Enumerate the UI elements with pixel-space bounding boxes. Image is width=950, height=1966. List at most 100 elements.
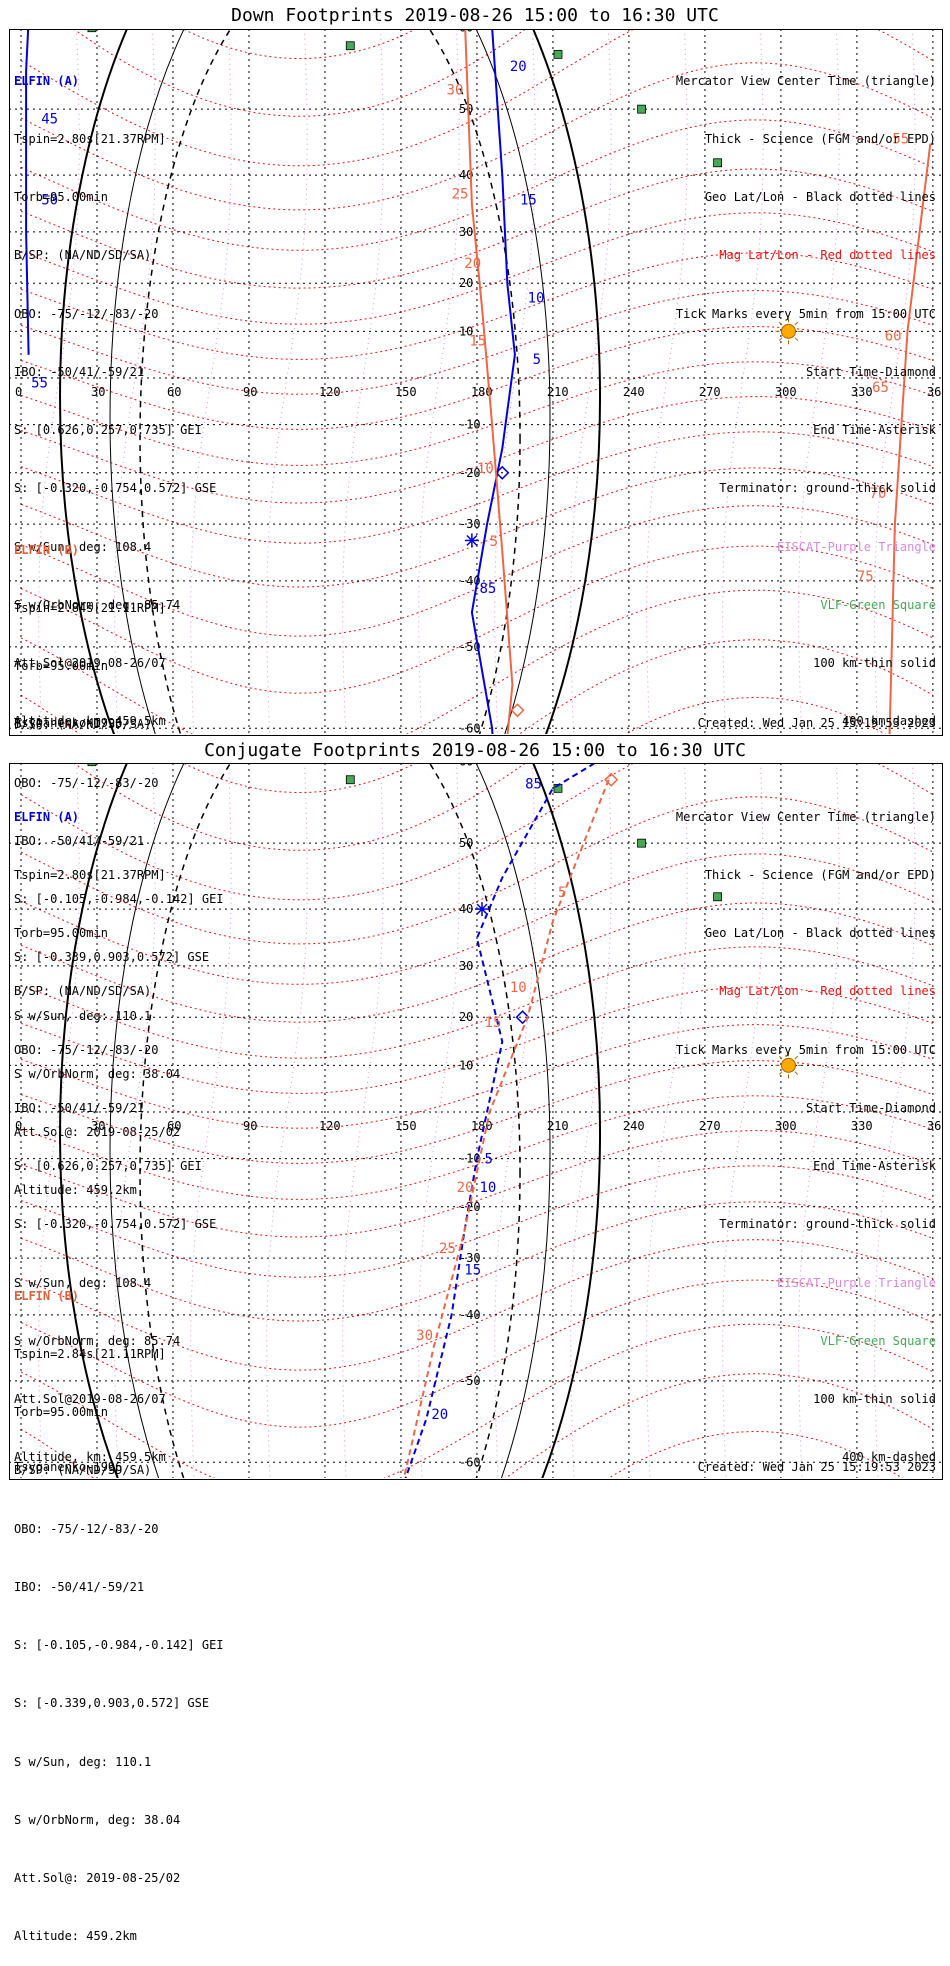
elfin-a-line: Altitude, km: 459.5km (14, 714, 166, 729)
elfin-a-tick-label: 85 (479, 581, 496, 597)
lon-tick-label: 300 (775, 1119, 797, 1133)
lon-tick-label: 180 (471, 385, 493, 399)
lon-tick-label: 60 (167, 1119, 181, 1133)
elfin-b-tick-label: 5 (490, 534, 498, 550)
elfin-a-tick-label: 20 (431, 1407, 448, 1423)
elfin-a-line: OBO: -75/-12/-83/-20 (14, 306, 159, 321)
elfin-b-line: S: [-0.105,-0.984,-0.142] GEI (14, 892, 224, 907)
lon-tick-label: 270 (699, 1119, 721, 1133)
elfin-b-header: ELFIN (B) (14, 542, 80, 557)
lat-tick-label: -50 (459, 1374, 481, 1388)
elfin-a-tick-label: 10 (528, 291, 545, 307)
mag-lat-line (20, 396, 934, 504)
legend-item: Start Time-Diamond (805, 364, 936, 379)
vlf-station-marker (87, 763, 97, 767)
elfin-a-tick-label: 5 (485, 1151, 493, 1167)
elfin-b-header: ELFIN (B) (14, 1288, 80, 1303)
elfin-a-line: S: [0.626,0.257,0.735] GEI (14, 1159, 202, 1174)
elfin-b-tick-label: 20 (464, 256, 481, 272)
legend: Mercator View Center Time (triangle) Thi… (676, 33, 936, 751)
legend: Mercator View Center Time (triangle) Thi… (676, 769, 936, 1487)
lat-tick-label: -50 (459, 640, 481, 654)
lat-tick-label: -30 (459, 1251, 481, 1265)
lon-tick-label: 150 (395, 1119, 417, 1133)
mag-lat-line (72, 29, 527, 117)
mag-lon-line (646, 29, 688, 734)
elfin-a-tick-label: 5 (533, 352, 541, 368)
elfin-b-tick-label: 15 (469, 333, 486, 349)
elfin-a-line: B/SP: (NA/ND/SD/SA) (14, 248, 152, 263)
lon-tick-label: 300 (775, 385, 797, 399)
elfin-a-line: Att.Sol@2019-08-26/07 (14, 656, 166, 670)
elfin-a-line: IBO: -50/41/-59/21 (14, 364, 145, 379)
mag-lon-line (874, 763, 916, 1478)
lon-tick-label: 360 (927, 1119, 941, 1133)
sun-ray (794, 321, 799, 326)
elfin-a-line: Tspin=2.80s[21.37RPM] (14, 132, 166, 147)
lat-tick-label: 20 (459, 276, 473, 290)
mag-lat-line (20, 119, 934, 251)
lat-tick-label: -60 (459, 721, 481, 734)
end-asterisk (466, 534, 478, 546)
lat-tick-label: -40 (459, 1308, 481, 1322)
elfin-b-tick-label: 75 (857, 569, 874, 585)
lon-tick-label: 210 (547, 385, 569, 399)
legend-item: Geo Lat/Lon - Black dotted lines (704, 926, 936, 941)
elfin-a-track (470, 29, 516, 734)
mag-lat-line (20, 326, 934, 430)
mag-lon-line (342, 29, 384, 734)
legend-item: Mercator View Center Time (triangle) (675, 809, 936, 824)
elfin-b-info: ELFIN (B) Tspin=2.84s[21.11RPM] Torb=95.… (14, 1248, 224, 1966)
legend-item: VLF-Green Square (820, 1333, 936, 1348)
elfin-b-line: OBO: -75/-12/-83/-20 (14, 775, 159, 790)
lat-tick-label: -20 (459, 466, 481, 480)
elfin-a-line: IBO: -50/41/-59/21 (14, 1100, 145, 1115)
start-diamond (515, 1010, 530, 1025)
legend-item: End Time-Asterisk (813, 1159, 936, 1174)
lat-tick-label: 10 (459, 1058, 473, 1072)
elfin-b-tick-label: 70 (870, 486, 887, 502)
mag-lon-line (798, 763, 840, 1478)
lon-tick-label: 240 (623, 1119, 645, 1133)
mag-lon-line (190, 763, 232, 1478)
elfin-b-tick-label: 60 (885, 329, 902, 345)
elfin-a-line: OBO: -75/-12/-83/-20 (14, 1042, 159, 1057)
lat-tick-label: -60 (459, 1455, 481, 1469)
mag-lon-line (342, 763, 384, 1478)
elfin-a-tick-label: 50 (41, 192, 58, 208)
vlf-station-marker (345, 41, 355, 51)
terminator-ground (59, 29, 601, 734)
sun-ray (778, 337, 783, 341)
elfin-b-line: IBO: -50/41/-59/21 (14, 1579, 145, 1594)
elfin-a-tick-label: 85 (525, 776, 542, 792)
conjugate-footprints-map: 0306090120150180210240270300330360706050… (9, 763, 941, 1478)
created-label: Created: Wed Jan 25 15:19:53 2023 (697, 1460, 936, 1474)
elfin-a-track (404, 763, 597, 1478)
legend-item: Mercator View Center Time (triangle) (675, 73, 936, 88)
lon-tick-label: 150 (395, 385, 417, 399)
lat-tick-label: 30 (459, 225, 473, 239)
elfin-b-tick-label: 20 (457, 1180, 474, 1196)
elfin-a-line: Att.Sol@2019-08-26/07 (14, 1392, 166, 1406)
lon-tick-label: 120 (319, 385, 341, 399)
sun-ray (794, 1071, 799, 1075)
elfin-b-line: Att.Sol@: 2019-08-25/02 (14, 1871, 181, 1885)
mag-lat-line (20, 1201, 934, 1322)
elfin-b-track (464, 29, 514, 734)
elfin-a-tick-label: 15 (464, 1262, 481, 1278)
lat-tick-label: 30 (459, 959, 473, 973)
elfin-a-tick-label: 15 (520, 192, 537, 208)
mag-lat-line (20, 902, 934, 1023)
legend-item: 100 km-thin solid (813, 656, 936, 670)
elfin-b-line: S: [-0.339,0.903,0.572] GSE (14, 1696, 210, 1711)
mag-lon-line (874, 29, 916, 734)
elfin-b-tick-label: 10 (510, 980, 527, 996)
lon-tick-label: 30 (91, 385, 105, 399)
elfin-a-line: B/SP: (NA/ND/SD/SA) (14, 984, 152, 999)
elfin-b-line: S w/OrbNorm, deg: 38.04 (14, 1066, 181, 1081)
vlf-station-marker (553, 49, 563, 59)
elfin-a-tick-label: 45 (41, 111, 58, 127)
elfin-b-line: S: [-0.105,-0.984,-0.142] GEI (14, 1638, 224, 1653)
elfin-a-line: S w/Sun, deg: 108.4 (14, 539, 152, 554)
sun-ray (778, 321, 783, 326)
